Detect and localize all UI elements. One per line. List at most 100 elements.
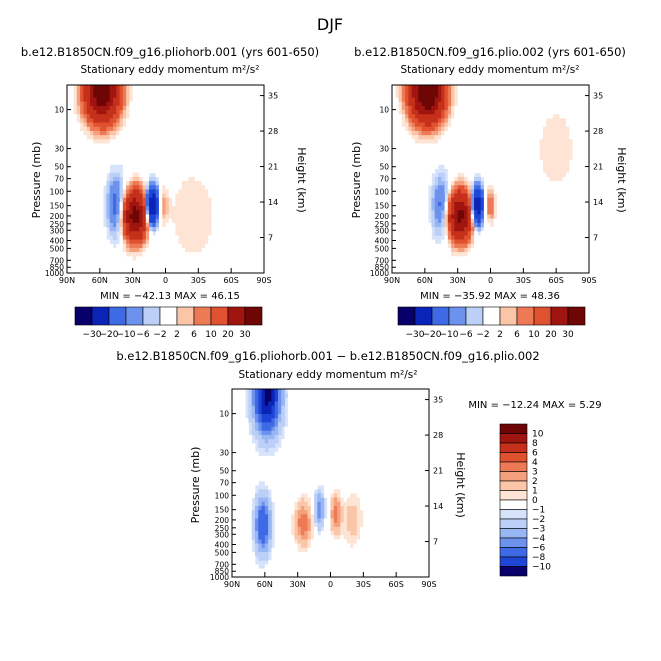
y-tick-label: 700: [215, 560, 230, 569]
colorbar-label: 10: [528, 330, 540, 340]
y-tick-label: 10: [379, 106, 389, 115]
colorbar-label: −2: [476, 330, 489, 340]
colorbar-label: −1: [532, 506, 545, 516]
y2-tick-label: 28: [593, 127, 603, 136]
x-tick-label: 90S: [256, 276, 271, 285]
y-tick-label: 50: [54, 163, 64, 172]
y2-tick-label: 21: [268, 163, 278, 172]
panel-right: b.e12.B1850CN.f09_g16.plio.002 (yrs 601-…: [350, 45, 628, 340]
stats-left: MIN = −42.13 MAX = 46.15: [100, 291, 240, 302]
colorbar-swatch: [499, 499, 528, 510]
y2-axis-label-right: Height (km): [615, 147, 628, 213]
colorbar-swatch: [91, 306, 110, 326]
x-tick-label: 30N: [290, 580, 306, 589]
x-tick-label: 30N: [450, 276, 466, 285]
plot-subtitle-right: Stationary eddy momentum m²/s²: [401, 64, 580, 76]
x-tick-label: 0: [328, 580, 333, 589]
y-tick-label: 150: [375, 202, 390, 211]
y-tick-label: 100: [215, 491, 230, 500]
y-axis-label-left: Pressure (mb): [30, 142, 43, 219]
y2-tick-label: 35: [593, 92, 603, 101]
y-axis-label-diff: Pressure (mb): [189, 447, 202, 524]
y-tick-label: 30: [219, 449, 229, 458]
colorbar-swatch: [567, 306, 586, 326]
colorbar-swatch: [210, 306, 229, 326]
y-tick-label: 150: [215, 506, 230, 515]
colorbar-swatch: [533, 306, 552, 326]
colorbar-swatch: [431, 306, 450, 326]
colorbar-right: −30−20−10 −6 −2 2 6 10 20 30: [397, 306, 586, 340]
y-tick-label: 250: [375, 220, 390, 229]
y-tick-label: 300: [375, 226, 390, 235]
colorbar-label: −8: [532, 553, 546, 563]
plot-title-right: b.e12.B1850CN.f09_g16.plio.002 (yrs 601-…: [354, 45, 626, 59]
y2-tick-label: 14: [433, 502, 443, 511]
colorbar-label: −20: [100, 330, 119, 340]
y2-tick-label: 7: [593, 234, 598, 243]
colorbar-swatch: [499, 423, 528, 434]
y-tick-label: 10: [219, 410, 229, 419]
y-tick-label: 700: [375, 256, 390, 265]
colorbar-swatch: [142, 306, 161, 326]
x-tick-label: 0: [163, 276, 168, 285]
colorbar-swatch: [516, 306, 535, 326]
y-tick-label: 300: [215, 530, 230, 539]
y-tick-label: 500: [50, 244, 65, 253]
colorbar-swatch: [499, 461, 528, 472]
colorbar-label: −4: [532, 534, 546, 544]
colorbar-label: −30: [83, 330, 102, 340]
x-tick-label: 90N: [224, 580, 240, 589]
stats-diff: MIN = −12.24 MAX = 5.29: [468, 400, 601, 411]
y-tick-label: 850: [215, 567, 230, 576]
y-tick-label: 400: [375, 236, 390, 245]
colorbar-swatch: [414, 306, 433, 326]
y-tick-label: 30: [379, 145, 389, 154]
x-tick-label: 30N: [125, 276, 141, 285]
stats-right: MIN = −35.92 MAX = 48.36: [420, 291, 560, 302]
colorbar-label: −3: [532, 525, 545, 535]
y-tick-label: 1000: [210, 573, 229, 582]
y-tick-label: 30: [54, 145, 64, 154]
y2-tick-label: 35: [268, 92, 278, 101]
colorbar-label: −6: [136, 330, 150, 340]
colorbar-label: 6: [514, 330, 520, 340]
colorbar-swatch: [499, 452, 528, 463]
colorbar-swatch: [482, 306, 501, 326]
colorbar-left: −30−20−10 −6 −2 2 6 10 20 30: [74, 306, 263, 340]
colorbar-swatch: [108, 306, 127, 326]
colorbar-label: 4: [532, 458, 538, 468]
colorbar-label: 2: [497, 330, 503, 340]
y-tick-label: 70: [54, 175, 64, 184]
contour-plot-right: 90N 60N 30N 0 30S 60S 90S103050701001502002503…: [370, 84, 603, 285]
y-tick-label: 1000: [370, 269, 389, 278]
x-tick-label: 90S: [581, 276, 596, 285]
colorbar-swatch: [499, 490, 528, 501]
colorbar-label: −2: [532, 515, 545, 525]
y-axis-label-right: Pressure (mb): [350, 142, 363, 219]
colorbar-swatch: [74, 306, 93, 326]
y-tick-label: 200: [375, 212, 390, 221]
colorbar-swatch: [499, 547, 528, 558]
contour-plot-diff: 90N 60N 30N 0 30S 60S 90S103050701001502002503…: [210, 388, 443, 589]
x-tick-label: 30S: [516, 276, 531, 285]
colorbar-swatch: [244, 306, 263, 326]
colorbar-swatch: [499, 537, 528, 548]
panel-diff: b.e12.B1850CN.f09_g16.pliohorb.001 − b.e…: [116, 349, 601, 589]
y2-tick-label: 21: [433, 467, 443, 476]
colorbar-swatch: [499, 442, 528, 453]
colorbar-swatch: [193, 306, 212, 326]
y-tick-label: 250: [215, 524, 230, 533]
x-tick-label: 30S: [356, 580, 371, 589]
x-tick-label: 60N: [257, 580, 273, 589]
colorbar-swatch: [499, 480, 528, 491]
panel-left: b.e12.B1850CN.f09_g16.pliohorb.001 (yrs …: [21, 45, 319, 340]
y-tick-label: 1000: [45, 269, 64, 278]
y-tick-label: 200: [50, 212, 65, 221]
y2-tick-label: 14: [268, 198, 278, 207]
colorbar-swatch: [499, 471, 528, 482]
colorbar-swatch: [499, 433, 528, 444]
colorbar-label: −2: [153, 330, 166, 340]
colorbar-swatch: [227, 306, 246, 326]
